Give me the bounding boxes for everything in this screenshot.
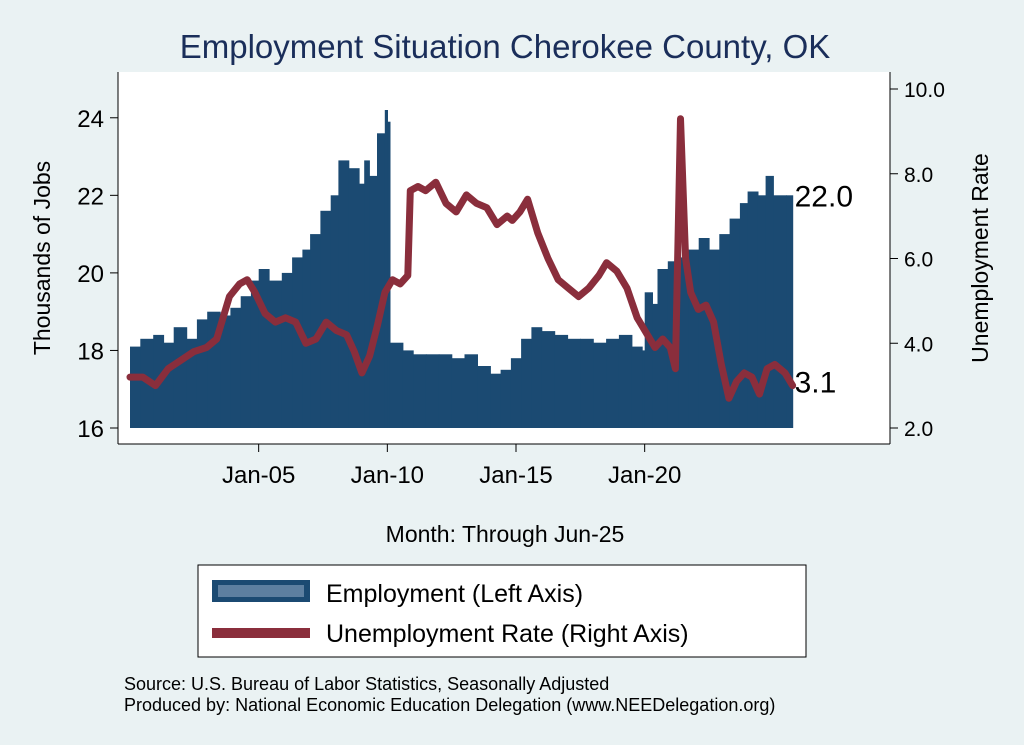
employment-bar [240, 296, 252, 428]
employment-bar [606, 338, 620, 428]
employment-bar [338, 160, 350, 428]
employment-bar [531, 327, 543, 428]
x-axis-title: Month: Through Jun-25 [386, 521, 625, 547]
employment-bar [698, 238, 710, 428]
x-tick-label: Jan-05 [222, 462, 295, 489]
employment-bar [310, 234, 321, 428]
employment-bar [451, 358, 466, 428]
employment-bar [642, 350, 646, 428]
employment-bar [330, 195, 339, 428]
employment-bar [425, 354, 440, 428]
y-tick-label-right: 4.0 [904, 333, 933, 356]
employment-bar [384, 110, 388, 428]
employment-bar [292, 257, 303, 428]
employment-bar [389, 342, 404, 428]
employment-bar [593, 342, 607, 428]
employment-bar [688, 249, 700, 428]
employment-bar [220, 315, 231, 428]
unemployment-line-path [126, 115, 797, 402]
employment-bar [757, 195, 767, 428]
y-tick-label-right: 8.0 [904, 164, 933, 187]
employment-bar [130, 346, 141, 428]
employment-bar [364, 160, 370, 428]
employment-bar [348, 168, 360, 428]
employment-bar [281, 272, 293, 428]
employment-bar [773, 195, 787, 428]
y-ticks-right: 2.0 4.0 6.0 8.0 10.0 [890, 79, 945, 441]
employment-bar [369, 175, 378, 428]
employment-bar [510, 358, 522, 428]
x-tick-label: Jan-15 [479, 462, 552, 489]
legend-label-employment: Employment (Left Axis) [326, 580, 583, 608]
unemployment-end-label: 3.1 [795, 366, 837, 399]
employment-bar [652, 303, 659, 428]
employment-bar [387, 121, 391, 428]
employment-bar [258, 269, 270, 428]
employment-bar [477, 366, 491, 428]
employment-bar [438, 354, 453, 428]
chart-title: Employment Situation Cherokee County, OK [180, 28, 831, 65]
employment-bar [618, 334, 633, 428]
x-tick-label: Jan-10 [351, 462, 424, 489]
employment-bar [490, 373, 502, 428]
legend: Employment (Left Axis) Unemployment Rate… [197, 564, 807, 658]
y-tick-label-left: 24 [77, 106, 104, 133]
employment-bar [747, 191, 759, 428]
employment-bar [230, 307, 242, 428]
employment-bar [580, 338, 594, 428]
employment-bar [657, 269, 669, 428]
employment-bar [739, 203, 749, 428]
employment-bar [631, 346, 643, 428]
y-tick-label-left: 18 [77, 338, 104, 365]
y-tick-label-right: 10.0 [904, 79, 945, 102]
employment-bar [719, 234, 731, 428]
employment-bar [269, 280, 283, 428]
employment-bar [500, 369, 512, 428]
y-axis-title-left: Thousands of Jobs [29, 161, 55, 355]
y-tick-label-right: 6.0 [904, 249, 933, 272]
employment-bar [250, 280, 260, 428]
employment-bar [644, 292, 653, 428]
x-tick-label: Jan-20 [608, 462, 681, 489]
employment-bar [186, 338, 198, 428]
employment-bar [521, 338, 532, 428]
employment-bar [464, 354, 478, 428]
y-ticks-left: 16 18 20 22 24 [77, 106, 118, 443]
employment-bar [554, 334, 569, 428]
x-ticks: Jan-05 Jan-10 Jan-15 Jan-20 [222, 444, 681, 489]
y-tick-label-left: 20 [77, 261, 104, 288]
y-tick-label-left: 22 [77, 183, 104, 210]
unemployment-line [126, 115, 797, 402]
employment-bar [196, 319, 208, 428]
employment-bar [173, 327, 188, 428]
employment-bar [729, 218, 741, 428]
employment-bar [163, 342, 175, 428]
employment-bar [359, 183, 365, 428]
employment-bar [377, 133, 386, 429]
employment-end-label: 22.0 [795, 180, 853, 213]
employment-bar [541, 331, 556, 428]
employment-bar [678, 257, 689, 428]
producer-note: Produced by: National Economic Education… [124, 695, 775, 715]
legend-label-unemployment: Unemployment Rate (Right Axis) [326, 620, 689, 648]
employment-bar [402, 350, 414, 428]
employment-bar [765, 175, 774, 428]
y-axis-title-right: Unemployment Rate [967, 153, 993, 363]
source-note: Source: U.S. Bureau of Labor Statistics,… [124, 674, 609, 694]
employment-bar [567, 338, 581, 428]
legend-swatch-employment-inner [218, 585, 304, 597]
employment-bar [786, 195, 794, 428]
employment-bar [413, 354, 427, 428]
y-tick-label-right: 2.0 [904, 418, 933, 441]
y-tick-label-left: 16 [77, 416, 104, 443]
